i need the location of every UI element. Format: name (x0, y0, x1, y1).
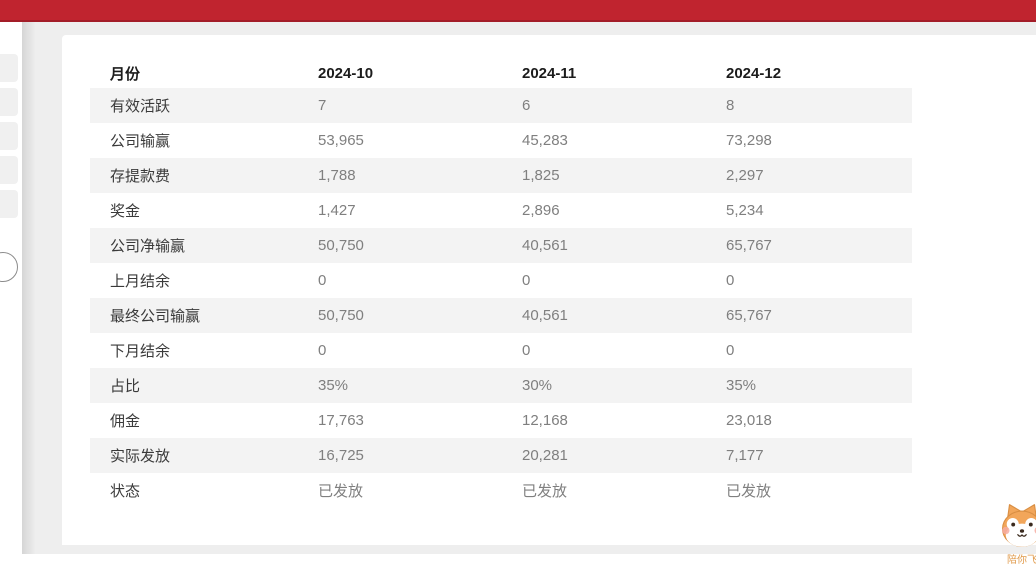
row-value: 已发放 (522, 480, 726, 501)
row-value: 0 (522, 342, 726, 359)
menu-item-placeholder (0, 54, 18, 82)
row-label: 状态 (90, 480, 318, 501)
row-value: 1,427 (318, 202, 522, 219)
row-value: 8 (726, 97, 912, 114)
row-value: 50,750 (318, 307, 522, 324)
row-value: 0 (726, 272, 912, 289)
panel-left-shadow (22, 22, 36, 554)
row-label: 占比 (90, 375, 318, 396)
row-value: 53,965 (318, 132, 522, 149)
menu-item-placeholder (0, 190, 18, 218)
row-label: 实际发放 (90, 445, 318, 466)
row-label: 佣金 (90, 410, 318, 431)
row-label: 公司净输赢 (90, 235, 318, 256)
row-value: 30% (522, 377, 726, 394)
row-label: 最终公司输赢 (90, 305, 318, 326)
row-value: 0 (726, 342, 912, 359)
row-value: 12,168 (522, 412, 726, 429)
row-value: 7 (318, 97, 522, 114)
row-value: 40,561 (522, 307, 726, 324)
drawer-collapse-button[interactable] (0, 252, 18, 282)
row-value: 35% (726, 377, 912, 394)
row-value: 6 (522, 97, 726, 114)
column-header-2024-12: 2024-12 (726, 65, 912, 82)
table-row: 状态已发放已发放已发放 (90, 473, 912, 508)
row-value: 23,018 (726, 412, 912, 429)
menu-item-placeholder (0, 88, 18, 116)
row-label: 存提款费 (90, 165, 318, 186)
table-header-row: 月份 2024-10 2024-11 2024-12 (90, 58, 912, 88)
row-value: 2,297 (726, 167, 912, 184)
row-label: 奖金 (90, 200, 318, 221)
row-value: 65,767 (726, 307, 912, 324)
underlying-page-edge (0, 22, 22, 554)
row-value: 16,725 (318, 447, 522, 464)
menu-item-placeholder (0, 122, 18, 150)
row-label: 有效活跃 (90, 95, 318, 116)
top-bar (0, 0, 1036, 22)
row-value: 2,896 (522, 202, 726, 219)
row-value: 0 (522, 272, 726, 289)
row-value: 0 (318, 342, 522, 359)
row-value: 7,177 (726, 447, 912, 464)
row-value: 1,825 (522, 167, 726, 184)
column-header-2024-11: 2024-11 (522, 65, 726, 82)
row-value: 5,234 (726, 202, 912, 219)
row-value: 35% (318, 377, 522, 394)
row-label: 上月结余 (90, 270, 318, 291)
app-root: { "topbar": { "color": "#c0242f" }, "tab… (0, 0, 1036, 554)
column-header-2024-10: 2024-10 (318, 65, 522, 82)
mascot-widget[interactable]: 陪你飞 (992, 500, 1036, 566)
row-label: 公司输赢 (90, 130, 318, 151)
row-value: 17,763 (318, 412, 522, 429)
row-value: 45,283 (522, 132, 726, 149)
mascot-label: 陪你飞 (992, 555, 1036, 566)
row-value: 已发放 (726, 480, 912, 501)
row-value: 0 (318, 272, 522, 289)
row-value: 已发放 (318, 480, 522, 501)
column-header-month: 月份 (90, 63, 318, 84)
row-value: 65,767 (726, 237, 912, 254)
row-label: 下月结余 (90, 340, 318, 361)
row-value: 40,561 (522, 237, 726, 254)
menu-item-placeholder (0, 156, 18, 184)
row-value: 1,788 (318, 167, 522, 184)
row-value: 73,298 (726, 132, 912, 149)
row-value: 20,281 (522, 447, 726, 464)
shiba-dog-icon (994, 537, 1036, 554)
row-value: 50,750 (318, 237, 522, 254)
